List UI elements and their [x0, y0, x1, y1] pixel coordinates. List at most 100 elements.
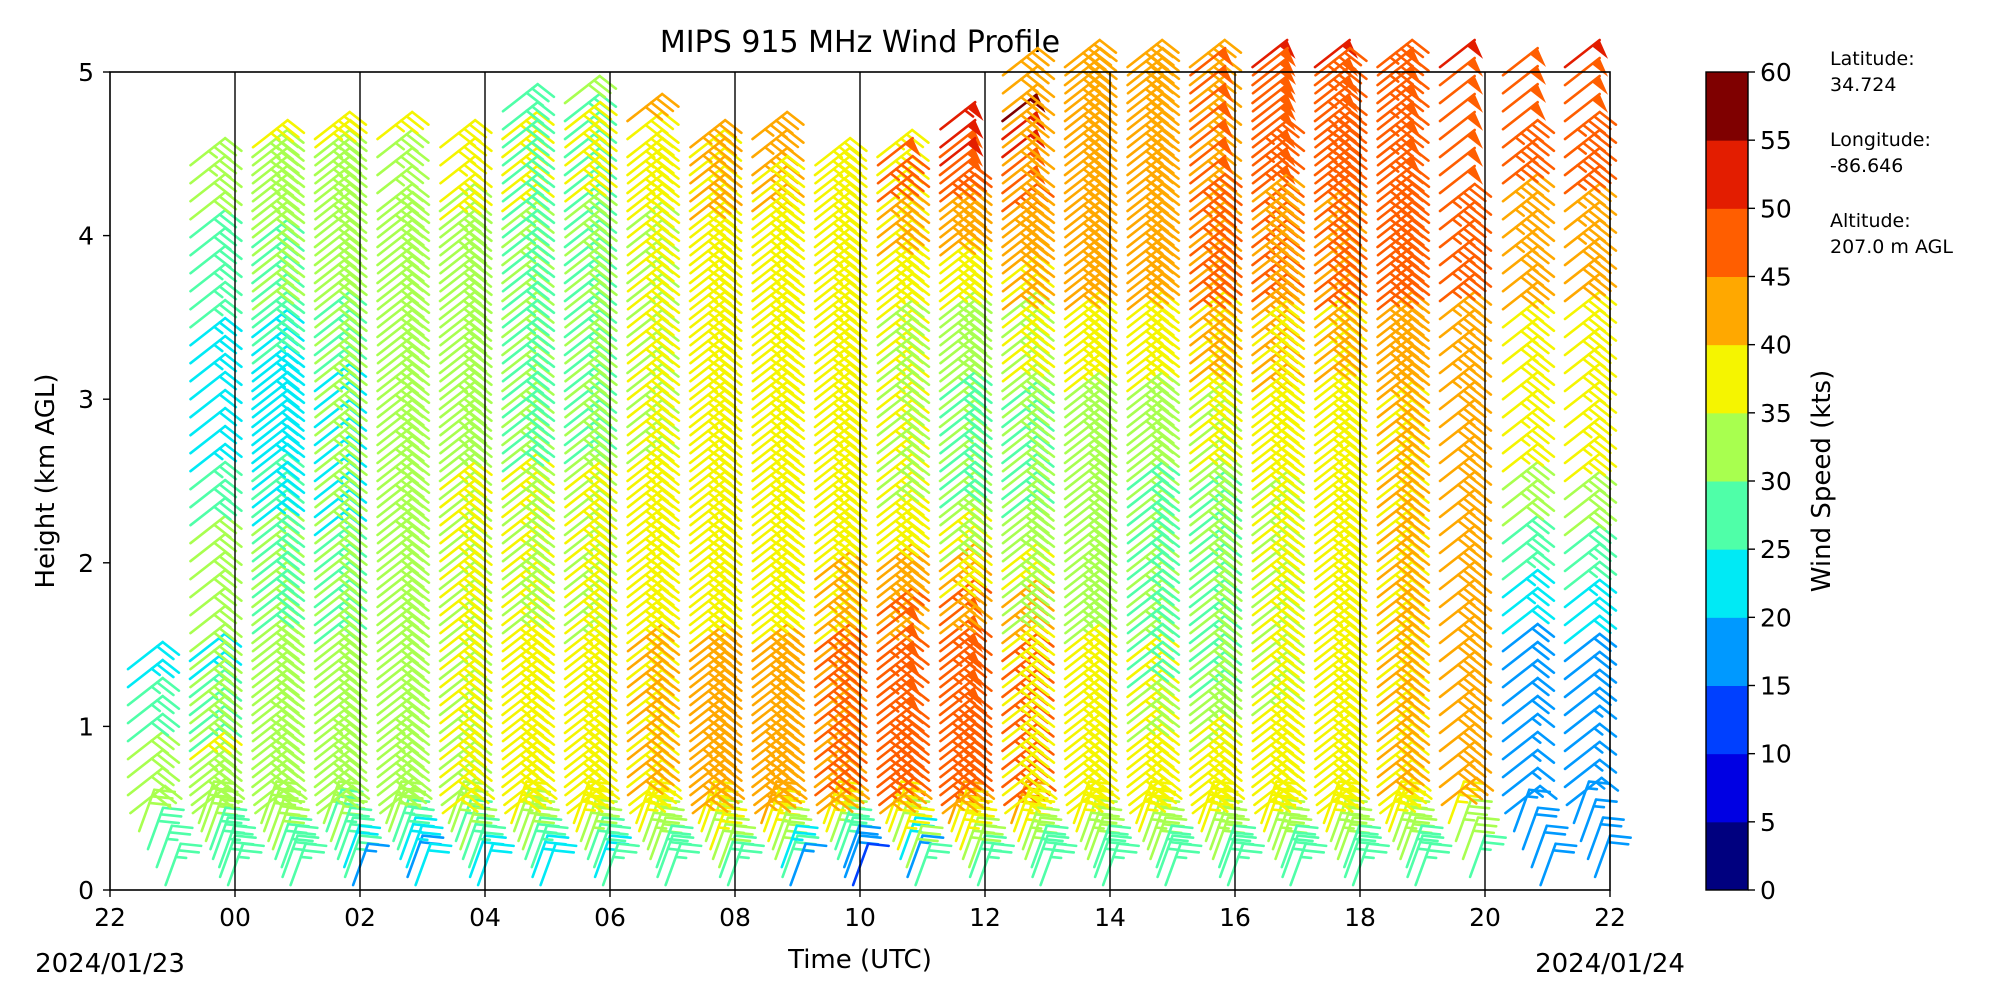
- site-info-altitude: Altitude: 207.0 m AGL: [1830, 208, 1990, 260]
- wind-barb: [1164, 842, 1203, 887]
- wind-barb: [1189, 370, 1243, 401]
- wind-barb: [626, 172, 681, 203]
- wind-barb: [1314, 622, 1368, 653]
- wind-barb: [189, 748, 243, 779]
- wind-barb: [501, 550, 556, 581]
- wind-barb: [626, 136, 681, 167]
- x-axis-label: Time (UTC): [787, 945, 932, 975]
- wind-barb: [1126, 604, 1181, 635]
- wind-barb: [1001, 442, 1056, 473]
- wind-barb: [251, 154, 306, 185]
- wind-barb: [1189, 640, 1243, 671]
- wind-barb: [1334, 806, 1373, 851]
- wind-barb: [251, 370, 306, 401]
- wind-barb: [1155, 824, 1194, 869]
- wind-barb: [1504, 784, 1558, 815]
- wind-barb: [939, 136, 984, 167]
- colorbar-tick-label: 20: [1760, 603, 1792, 632]
- wind-barb: [251, 478, 306, 509]
- wind-barb: [1064, 316, 1118, 347]
- wind-barb: [1126, 406, 1181, 437]
- wind-barb: [1001, 640, 1056, 671]
- wind-barb: [376, 226, 431, 257]
- wind-barb: [314, 316, 368, 347]
- x-tick-label: 04: [469, 903, 501, 932]
- wind-barb: [1126, 622, 1181, 653]
- wind-barb: [1563, 74, 1609, 105]
- colorbar-tick-label: 15: [1760, 672, 1792, 701]
- wind-barb: [251, 442, 306, 473]
- wind-barb: [189, 352, 243, 383]
- wind-barb: [1314, 460, 1368, 491]
- wind-barb: [1563, 740, 1618, 771]
- wind-barb: [564, 730, 618, 761]
- wind-barb: [1563, 704, 1618, 735]
- wind-barb: [1189, 64, 1234, 95]
- wind-barb: [814, 478, 868, 509]
- wind-barb: [1438, 164, 1484, 195]
- wind-barb: [1563, 632, 1618, 663]
- wind-barb: [914, 842, 953, 887]
- wind-barb: [1563, 434, 1618, 465]
- wind-barb: [376, 730, 431, 761]
- wind-barb: [876, 640, 922, 671]
- wind-barb: [1438, 74, 1484, 105]
- wind-barb: [906, 834, 945, 879]
- wind-barb: [251, 262, 306, 293]
- wind-barb: [1563, 614, 1618, 645]
- wind-barb: [251, 460, 306, 491]
- wind-barb: [876, 622, 922, 653]
- wind-barb: [1001, 46, 1056, 77]
- wind-barb: [439, 496, 493, 527]
- wind-barb: [1189, 136, 1234, 167]
- wind-barb: [439, 316, 493, 347]
- wind-barb: [1126, 730, 1181, 761]
- wind-barb: [1146, 806, 1185, 851]
- wind-barb: [501, 658, 556, 689]
- wind-barb: [1376, 82, 1422, 113]
- wind-barb: [280, 824, 319, 869]
- wind-barb: [251, 424, 306, 455]
- x-tick-label: 06: [594, 903, 626, 932]
- wind-barb: [314, 586, 368, 617]
- wind-barb: [209, 806, 248, 851]
- wind-barb: [376, 406, 431, 437]
- colorbar-tick-label: 35: [1760, 399, 1792, 428]
- wind-barb: [501, 334, 556, 365]
- wind-barb: [751, 298, 806, 329]
- wind-barb: [1189, 100, 1234, 131]
- wind-barb: [439, 118, 493, 149]
- wind-barb: [334, 806, 373, 851]
- wind-barb: [1251, 532, 1306, 563]
- wind-barb: [501, 244, 556, 275]
- wind-barb: [189, 262, 243, 293]
- wind-barb: [314, 622, 368, 653]
- wind-barb: [814, 334, 868, 365]
- colorbar-tick-label: 40: [1760, 331, 1792, 360]
- wind-barb: [376, 190, 431, 221]
- wind-barb: [1218, 824, 1257, 869]
- wind-barb: [501, 82, 556, 113]
- wind-barb: [814, 190, 868, 221]
- colorbar-segment: [1706, 276, 1748, 346]
- wind-barb: [1563, 578, 1618, 609]
- wind-barb: [771, 806, 810, 851]
- wind-barb: [251, 118, 306, 149]
- wind-barb: [1376, 118, 1422, 149]
- wind-barb: [646, 806, 685, 851]
- wind-barb: [1501, 118, 1556, 149]
- wind-barb: [439, 370, 493, 401]
- colorbar-tick-label: 45: [1760, 263, 1792, 292]
- wind-barb: [251, 316, 306, 347]
- wind-barb: [314, 424, 368, 455]
- wind-barb: [1064, 586, 1118, 617]
- y-tick-label: 1: [78, 712, 94, 741]
- wind-barb: [814, 136, 868, 167]
- wind-barb: [1438, 128, 1484, 159]
- altitude-value: 207.0 m AGL: [1830, 236, 1953, 258]
- wind-barb: [1414, 842, 1453, 887]
- wind-barb: [876, 136, 922, 167]
- wind-barb: [1001, 568, 1056, 599]
- wind-barb: [1563, 758, 1618, 789]
- wind-barb: [1039, 842, 1078, 887]
